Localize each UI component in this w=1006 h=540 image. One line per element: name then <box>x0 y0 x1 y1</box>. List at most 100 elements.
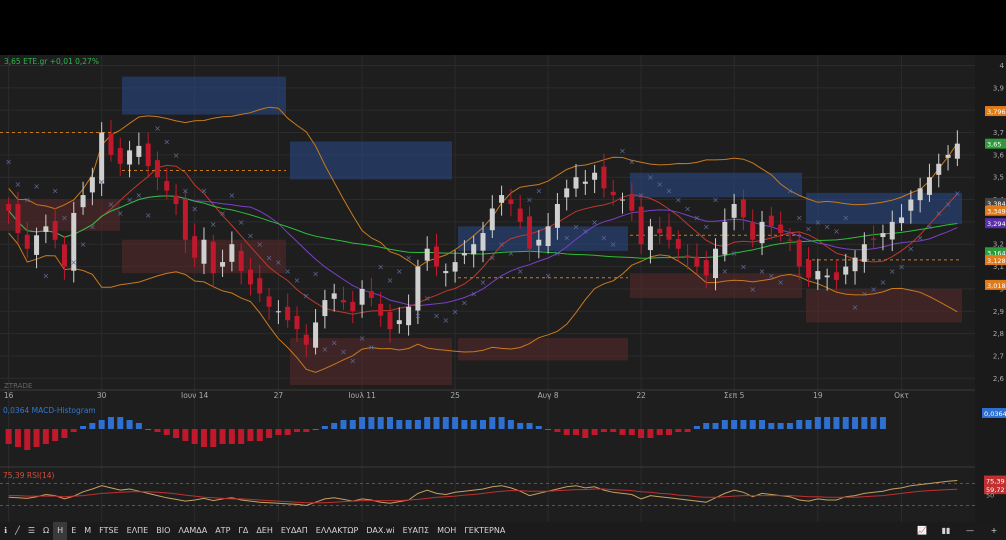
candle-body <box>247 269 253 285</box>
macd-bar <box>266 429 273 438</box>
price-zone <box>806 192 962 225</box>
sar-mark: × <box>294 276 301 285</box>
candle-body <box>471 244 477 255</box>
candle-body <box>322 300 328 317</box>
macd-bar <box>442 417 449 429</box>
candle-body <box>406 306 412 326</box>
candle-body <box>331 293 337 299</box>
candle-body <box>917 188 923 201</box>
symbol-deh[interactable]: ΔΕΗ <box>256 526 273 535</box>
date-tick-label: 16 <box>4 391 14 400</box>
macd-bar <box>321 426 328 429</box>
candle-body <box>61 244 67 267</box>
sar-mark: × <box>824 222 831 231</box>
symbol-gekterna[interactable]: ΓΕΚΤΕΡΝΑ <box>464 526 506 535</box>
symbol-lamda[interactable]: ΛΑΜΔΑ <box>178 526 208 535</box>
candle-body <box>378 303 384 316</box>
chart-type-icon[interactable]: 📈 <box>917 526 927 535</box>
macd-bar <box>833 417 840 429</box>
ticker-label: 3,65 ETE.gr +0,01 0,27% <box>4 57 99 66</box>
candle-body <box>127 150 133 165</box>
macd-value-label: 0,0364 <box>984 410 1006 418</box>
macd-bar <box>80 426 87 429</box>
symbol-ellaktor[interactable]: ΕΛΛΑΚΤΩΡ <box>315 526 359 535</box>
macd-bar <box>591 429 598 435</box>
period-h[interactable]: Η <box>53 522 68 540</box>
minimize-icon[interactable]: — <box>966 526 974 535</box>
candle-body <box>192 236 198 258</box>
macd-bar <box>461 420 468 429</box>
candle-body <box>601 166 607 189</box>
period-e[interactable]: Ε <box>71 526 77 535</box>
sar-mark: × <box>870 285 877 294</box>
price-tag-label: 3,1642 <box>987 249 1006 257</box>
candle-body <box>415 266 421 311</box>
price-tick-label: 3,9 <box>993 84 1004 92</box>
symbol-eyaps[interactable]: ΕΥΑΠΣ <box>402 526 430 535</box>
symbol-bio[interactable]: ΒΙΟ <box>156 526 171 535</box>
sar-mark: × <box>759 267 766 276</box>
sar-mark: × <box>229 191 236 200</box>
symbol-eydap[interactable]: ΕΥΔΑΠ <box>280 526 308 535</box>
sar-mark: × <box>238 218 245 227</box>
macd-bar <box>861 417 868 429</box>
sar-mark: × <box>935 209 942 218</box>
macd-bar <box>247 429 254 441</box>
sar-mark: × <box>70 258 77 267</box>
sar-mark: × <box>219 209 226 218</box>
rsi-tick-label: 75,39 <box>986 478 1005 486</box>
sar-mark: × <box>424 294 431 303</box>
price-tag <box>985 138 1006 149</box>
symbol-elpe[interactable]: ΕΛΠΕ <box>126 526 149 535</box>
sar-mark: × <box>108 200 115 209</box>
price-tag <box>985 197 1006 208</box>
sar-mark: × <box>796 213 803 222</box>
candle-body <box>936 163 942 175</box>
macd-bar <box>61 429 68 438</box>
sar-mark: × <box>814 218 821 227</box>
symbol-moh[interactable]: ΜΟΗ <box>437 526 457 535</box>
candle-body <box>592 172 598 180</box>
bars-icon[interactable]: ▮▮ <box>941 526 951 535</box>
candle-body <box>564 188 570 198</box>
macd-bar <box>154 429 161 432</box>
symbol-atr[interactable]: ΑΤΡ <box>215 526 231 535</box>
macd-bar <box>275 429 282 435</box>
symbol-gd[interactable]: ΓΔ <box>238 526 249 535</box>
price-tick-label: 3,1 <box>993 263 1004 271</box>
rsi-label: 75,39 RSI(14) <box>3 471 55 480</box>
macd-bar <box>470 420 477 429</box>
candle-body <box>657 228 663 234</box>
candle-body <box>685 255 691 258</box>
sar-mark: × <box>805 225 812 234</box>
add-icon[interactable]: + <box>990 526 998 535</box>
date-tick-label: Αυγ 8 <box>538 391 559 400</box>
candle-body <box>768 215 774 227</box>
macd-bar <box>647 429 654 438</box>
period-m[interactable]: Μ <box>84 526 92 535</box>
draw-line-icon[interactable]: ╱ <box>15 526 20 535</box>
date-tick-label: 19 <box>813 391 823 400</box>
macd-bar <box>619 429 626 435</box>
period-omega[interactable]: Ω <box>43 526 50 535</box>
price-tag-label: 3,3496 <box>987 208 1006 216</box>
macd-bar <box>879 417 886 429</box>
candle-body <box>136 145 142 157</box>
sar-mark: × <box>442 316 449 325</box>
price-tag-label: 3,3847 <box>987 200 1006 208</box>
sar-mark: × <box>712 196 719 205</box>
candle-body <box>638 206 644 245</box>
macd-bar <box>135 423 142 429</box>
candle-body <box>15 204 21 234</box>
date-tick-label: 22 <box>636 391 646 400</box>
symbol-ftse[interactable]: FTSE <box>99 526 119 535</box>
symbol-dax[interactable]: DAX.wi <box>366 526 395 535</box>
macd-bar <box>368 417 375 429</box>
layout-icon[interactable]: ☰ <box>27 526 36 535</box>
macd-bar <box>52 429 59 441</box>
macd-bar <box>610 429 617 432</box>
info-icon[interactable]: ℹ <box>4 526 8 535</box>
sar-mark: × <box>749 285 756 294</box>
sar-mark: × <box>173 151 180 160</box>
